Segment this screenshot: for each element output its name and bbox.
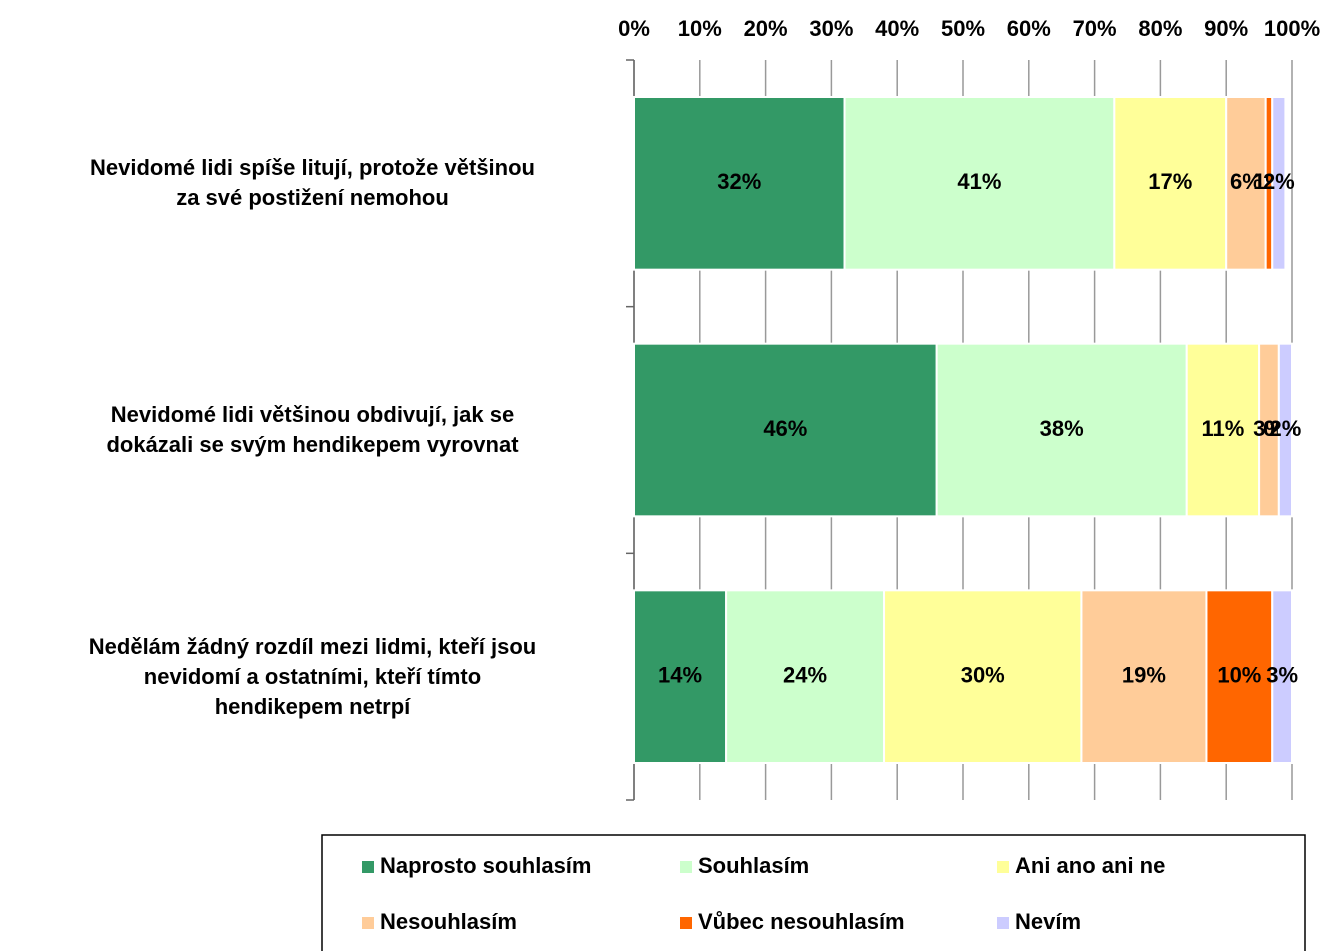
bar-segment [843,96,1116,271]
x-tick-label: 0% [618,16,650,41]
data-label: 17% [1148,169,1192,194]
x-tick-label: 40% [875,16,919,41]
legend-swatch [680,861,692,873]
category-label: Nevidomé lidi většinou obdivují, jak se … [106,402,519,457]
data-label: 2% [1270,416,1302,441]
legend-swatch [362,917,374,929]
x-tick-label: 20% [744,16,788,41]
x-tick-label: 100% [1264,16,1320,41]
data-label: 2% [1263,169,1295,194]
data-label: 6% [1230,169,1262,194]
legend-label: Ani ano ani ne [1015,853,1165,878]
x-tick-label: 50% [941,16,985,41]
bar-segment [633,96,846,271]
x-tick-label: 30% [809,16,853,41]
legend-box [321,834,1306,951]
data-label: 24% [783,662,827,687]
legend-label: Nevím [1015,909,1081,934]
data-label: 30% [961,662,1005,687]
data-label: 10% [1217,662,1261,687]
data-label: 14% [658,662,702,687]
data-label: 41% [957,169,1001,194]
x-tick-label: 90% [1204,16,1248,41]
legend-swatch [997,917,1009,929]
legend-swatch [680,917,692,929]
data-label: 46% [763,416,807,441]
bar-segment [883,589,1083,764]
bar-segment [1080,589,1208,764]
category-label: Nedělám žádný rozdíl mezi lidmi, kteří j… [88,633,537,719]
x-tick-label: 60% [1007,16,1051,41]
data-label: 3% [1266,662,1298,687]
bar-segment [1271,96,1287,271]
legend-label: Nesouhlasím [380,909,517,934]
bar-segment [1113,96,1228,271]
legend-swatch [997,861,1009,873]
legend-label: Vůbec nesouhlasím [698,909,905,934]
bar-segment [1271,589,1294,764]
bar-segment [1277,342,1293,518]
data-label: 32% [717,169,761,194]
bar-segment [1205,589,1274,764]
x-tick-label: 80% [1138,16,1182,41]
data-label: 19% [1122,662,1166,687]
category-label: Nevidomé lidi spíše litují, protože větš… [90,155,535,211]
data-label: 38% [1040,416,1084,441]
legend-label: Souhlasím [698,853,809,878]
legend-swatch [362,861,374,873]
bar-segment [935,342,1188,518]
legend-label: Naprosto souhlasím [380,853,591,878]
x-tick-label: 10% [678,16,722,41]
bar-segment [633,342,938,518]
x-tick-label: 70% [1073,16,1117,41]
data-label: 11% [1201,416,1244,441]
